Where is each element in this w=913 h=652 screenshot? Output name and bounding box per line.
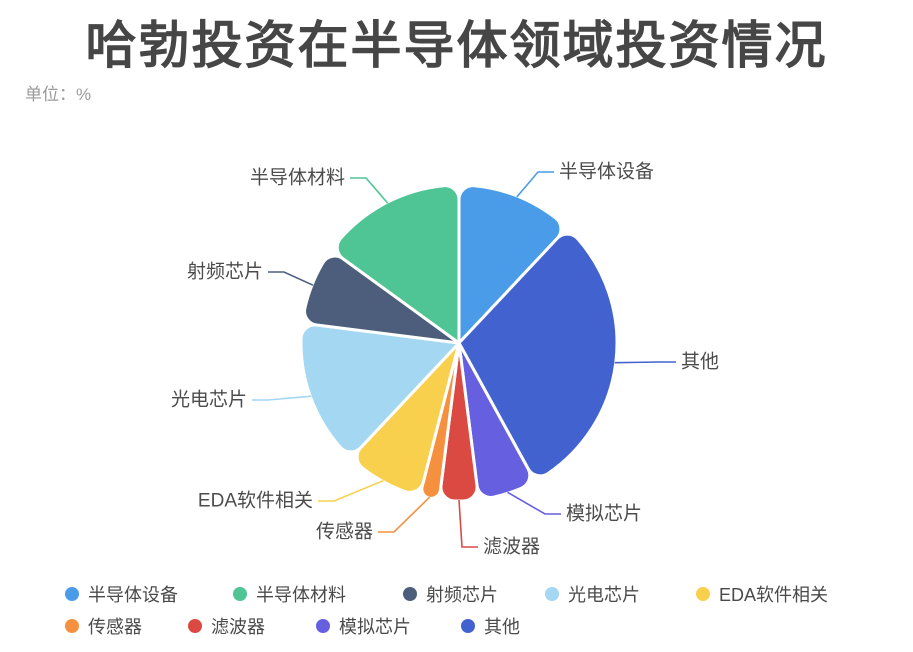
pie-label-line: [350, 177, 389, 204]
legend-item[interactable]: 光电芯片: [545, 584, 640, 605]
pie-label-line: [507, 491, 561, 515]
chart-title: 哈勃投资在半导体领域投资情况: [85, 17, 828, 74]
pie-label-line: [318, 479, 384, 502]
pie-label-line: [268, 271, 314, 286]
pie-label-line: [614, 361, 676, 364]
pie-label-line: [458, 499, 478, 548]
legend-label: 滤波器: [211, 617, 265, 637]
pie-label-line: [516, 171, 554, 198]
legend-label: 射频芯片: [426, 585, 498, 605]
legend-label: 其他: [484, 617, 520, 637]
pie-label: 射频芯片: [187, 261, 263, 283]
legend-marker: [65, 587, 79, 601]
legend-item[interactable]: 其他: [461, 616, 520, 637]
legend-item[interactable]: 滤波器: [188, 616, 265, 637]
pie-label: 传感器: [316, 521, 373, 543]
legend-marker: [233, 587, 247, 601]
pie-label: 半导体材料: [250, 167, 345, 189]
legend-item[interactable]: 传感器: [65, 616, 142, 637]
pie-label: 滤波器: [483, 536, 540, 558]
pie-label-line: [252, 395, 312, 401]
legend-item[interactable]: EDA软件相关: [696, 584, 829, 605]
legend-label: 半导体材料: [256, 585, 346, 605]
legend-marker: [65, 619, 79, 633]
legend-label: EDA软件相关: [719, 585, 829, 605]
legend-marker: [696, 587, 710, 601]
legend-label: 光电芯片: [568, 585, 640, 605]
legend-marker: [188, 619, 202, 633]
legend-marker: [461, 619, 475, 633]
legend-marker: [316, 619, 330, 633]
legend-marker: [403, 587, 417, 601]
legend-item[interactable]: 半导体材料: [233, 584, 346, 605]
legend-item[interactable]: 模拟芯片: [316, 616, 411, 637]
legend-label: 模拟芯片: [339, 617, 411, 637]
pie-label: EDA软件相关: [198, 490, 313, 512]
legend-item[interactable]: 半导体设备: [65, 584, 178, 605]
pie-label: 其他: [681, 351, 719, 373]
pie-label: 光电芯片: [171, 389, 247, 411]
unit-label: 单位：%: [25, 85, 92, 104]
legend-item[interactable]: 射频芯片: [403, 584, 498, 605]
legend-label: 传感器: [88, 617, 142, 637]
pie-label: 模拟芯片: [566, 503, 642, 525]
pie-label: 半导体设备: [559, 161, 654, 183]
legend-label: 半导体设备: [88, 585, 178, 605]
legend-marker: [545, 587, 559, 601]
pie-label-line: [378, 496, 431, 533]
